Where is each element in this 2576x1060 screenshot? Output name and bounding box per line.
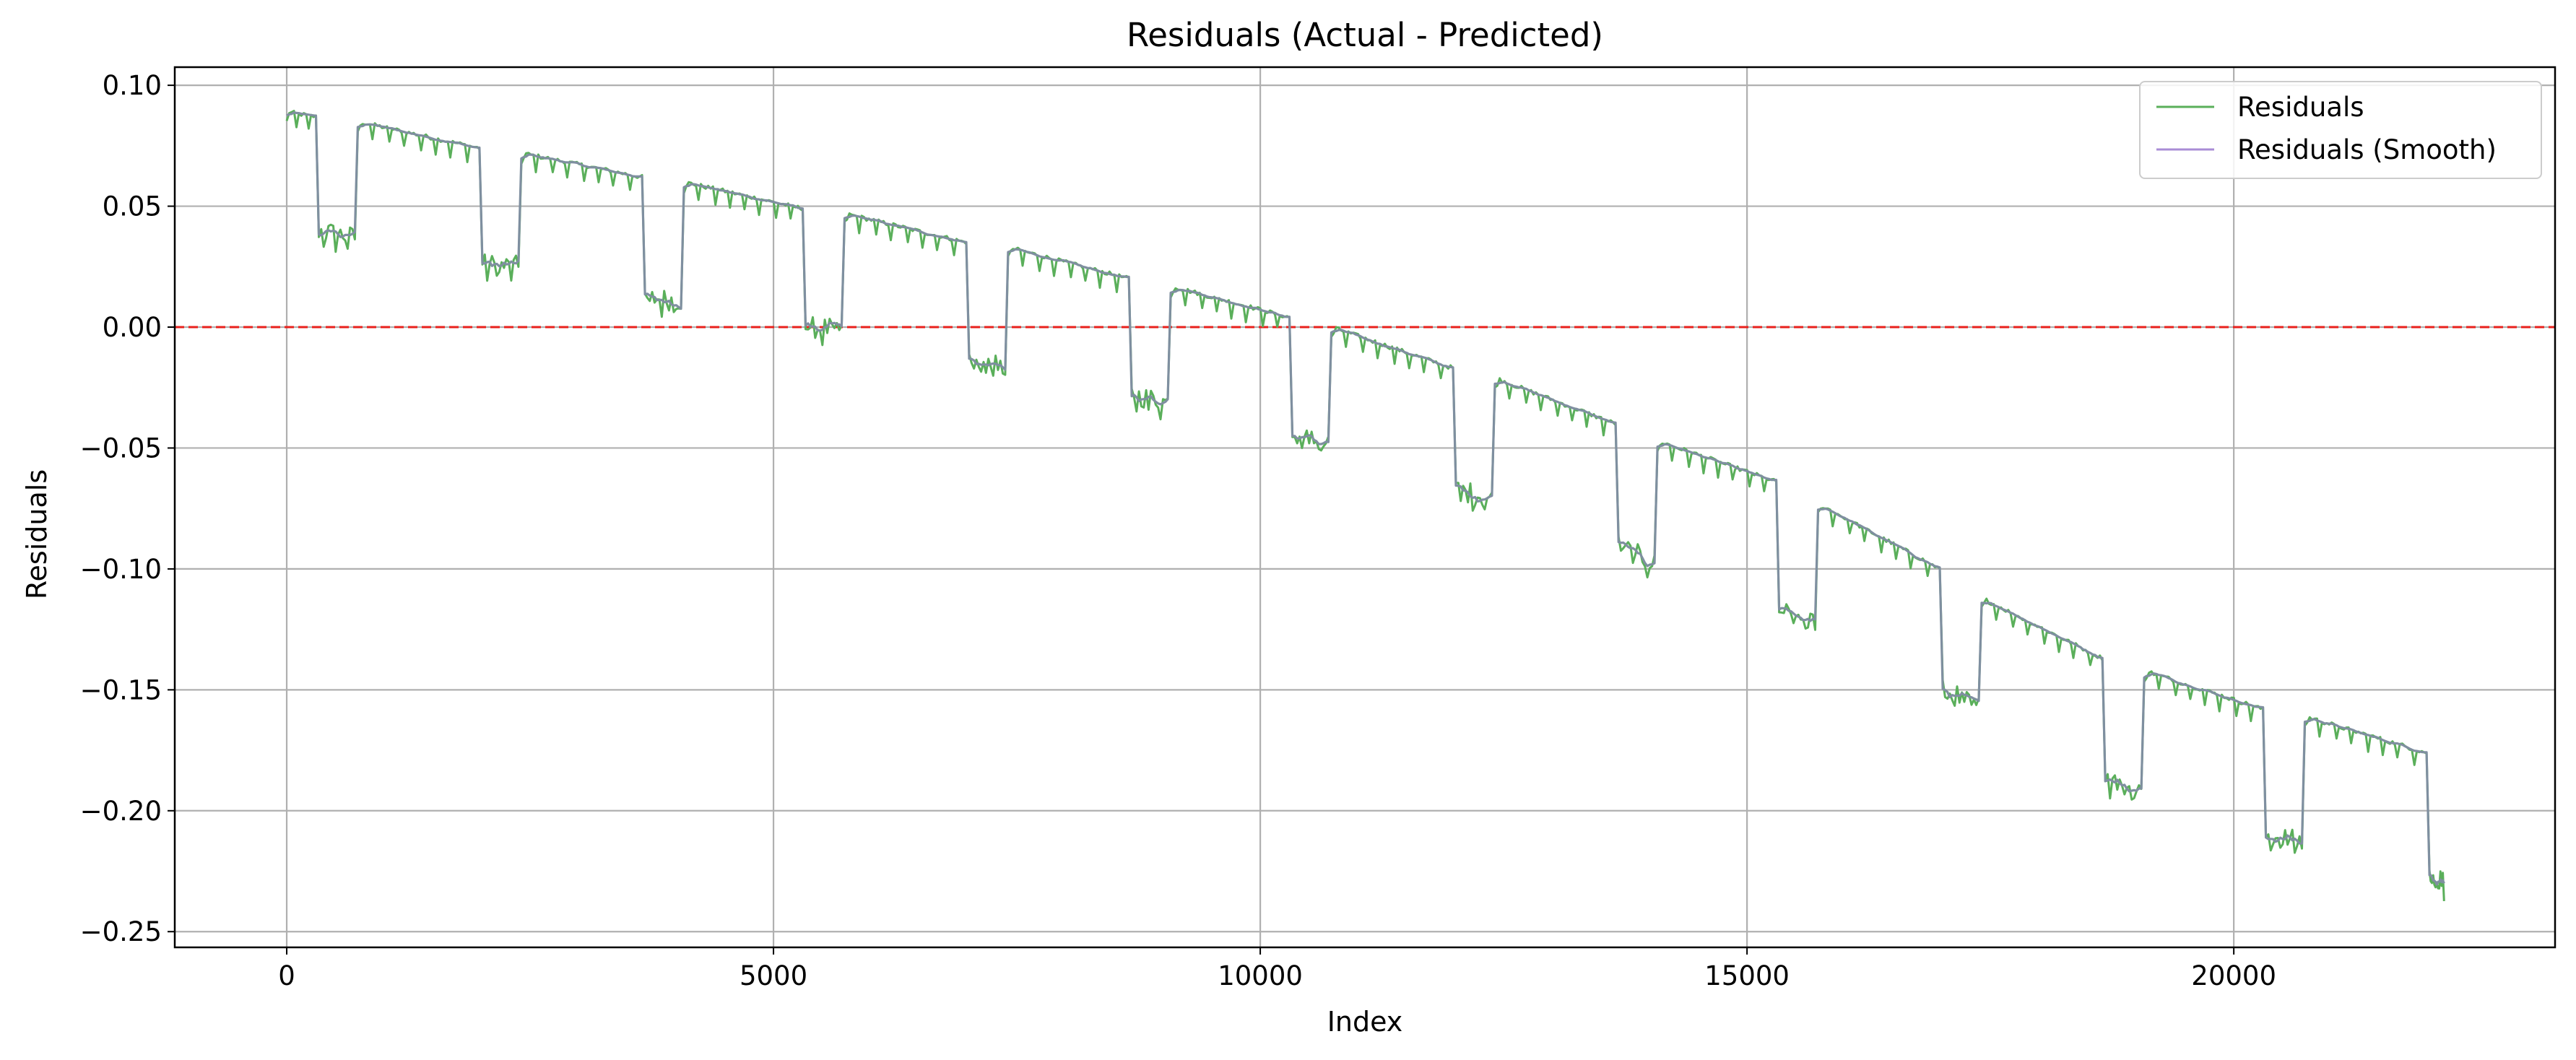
chart-title: Residuals (Actual - Predicted) xyxy=(1127,16,1603,54)
y-tick-label: −0.15 xyxy=(80,674,162,705)
y-tick-label: 0.10 xyxy=(103,70,162,101)
y-tick-label: −0.25 xyxy=(80,916,162,947)
y-tick-label: −0.05 xyxy=(80,433,162,464)
series-layer xyxy=(285,110,2445,901)
x-tick-label: 5000 xyxy=(740,960,807,991)
plot-frame xyxy=(173,66,2557,949)
legend-box xyxy=(2139,81,2542,179)
y-tick-label: −0.10 xyxy=(80,554,162,585)
legend-label-residuals: Residuals xyxy=(2237,92,2364,123)
tick-marks: 0 5000 10000 15000 20000 0.10 0.05 0.00 −0.05 −0.… xyxy=(80,70,2276,991)
x-tick-label: 20000 xyxy=(2191,960,2276,991)
y-tick-label: 0.00 xyxy=(103,312,162,343)
series-residuals-smooth-line xyxy=(286,111,2445,886)
legend-label-residuals-smooth: Residuals (Smooth) xyxy=(2237,134,2497,165)
x-tick-label: 10000 xyxy=(1218,960,1303,991)
y-axis-label: Residuals xyxy=(21,469,53,599)
y-tick-label: 0.05 xyxy=(103,191,162,222)
legend: Residuals Residuals (Smooth) xyxy=(2139,81,2542,179)
grid-lines xyxy=(175,67,2555,947)
x-tick-label: 0 xyxy=(278,960,295,991)
x-axis-label: Index xyxy=(1327,1006,1403,1038)
x-tick-label: 15000 xyxy=(1704,960,1790,991)
y-tick-label: −0.20 xyxy=(80,796,162,827)
